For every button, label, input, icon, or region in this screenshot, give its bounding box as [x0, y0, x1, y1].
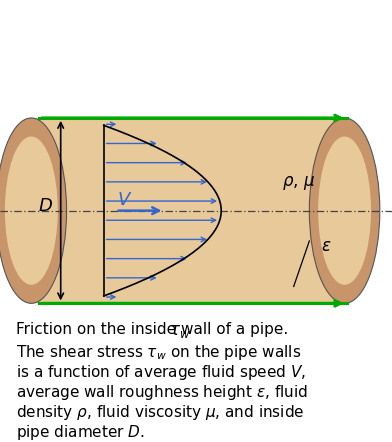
Text: average wall roughness height $\varepsilon$, fluid: average wall roughness height $\varepsil… [16, 383, 308, 402]
Ellipse shape [318, 137, 371, 285]
Text: $\varepsilon$: $\varepsilon$ [321, 237, 332, 255]
Text: Friction on the inside wall of a pipe.: Friction on the inside wall of a pipe. [16, 322, 288, 337]
Text: pipe diameter $D$.: pipe diameter $D$. [16, 423, 145, 442]
Text: $V$: $V$ [118, 191, 133, 209]
Text: $\tau_w$: $\tau_w$ [169, 322, 191, 340]
Text: density $\rho$, fluid viscosity $\mu$, and inside: density $\rho$, fluid viscosity $\mu$, a… [16, 403, 304, 422]
Ellipse shape [5, 137, 58, 285]
Text: $D$: $D$ [38, 198, 53, 215]
Text: is a function of average fluid speed $V$,: is a function of average fluid speed $V$… [16, 363, 306, 382]
Ellipse shape [309, 118, 380, 303]
Polygon shape [31, 118, 345, 303]
Text: The shear stress $\tau_w$ on the pipe walls: The shear stress $\tau_w$ on the pipe wa… [16, 343, 301, 362]
Text: $\rho$, $\mu$: $\rho$, $\mu$ [282, 174, 315, 192]
Ellipse shape [0, 118, 67, 303]
